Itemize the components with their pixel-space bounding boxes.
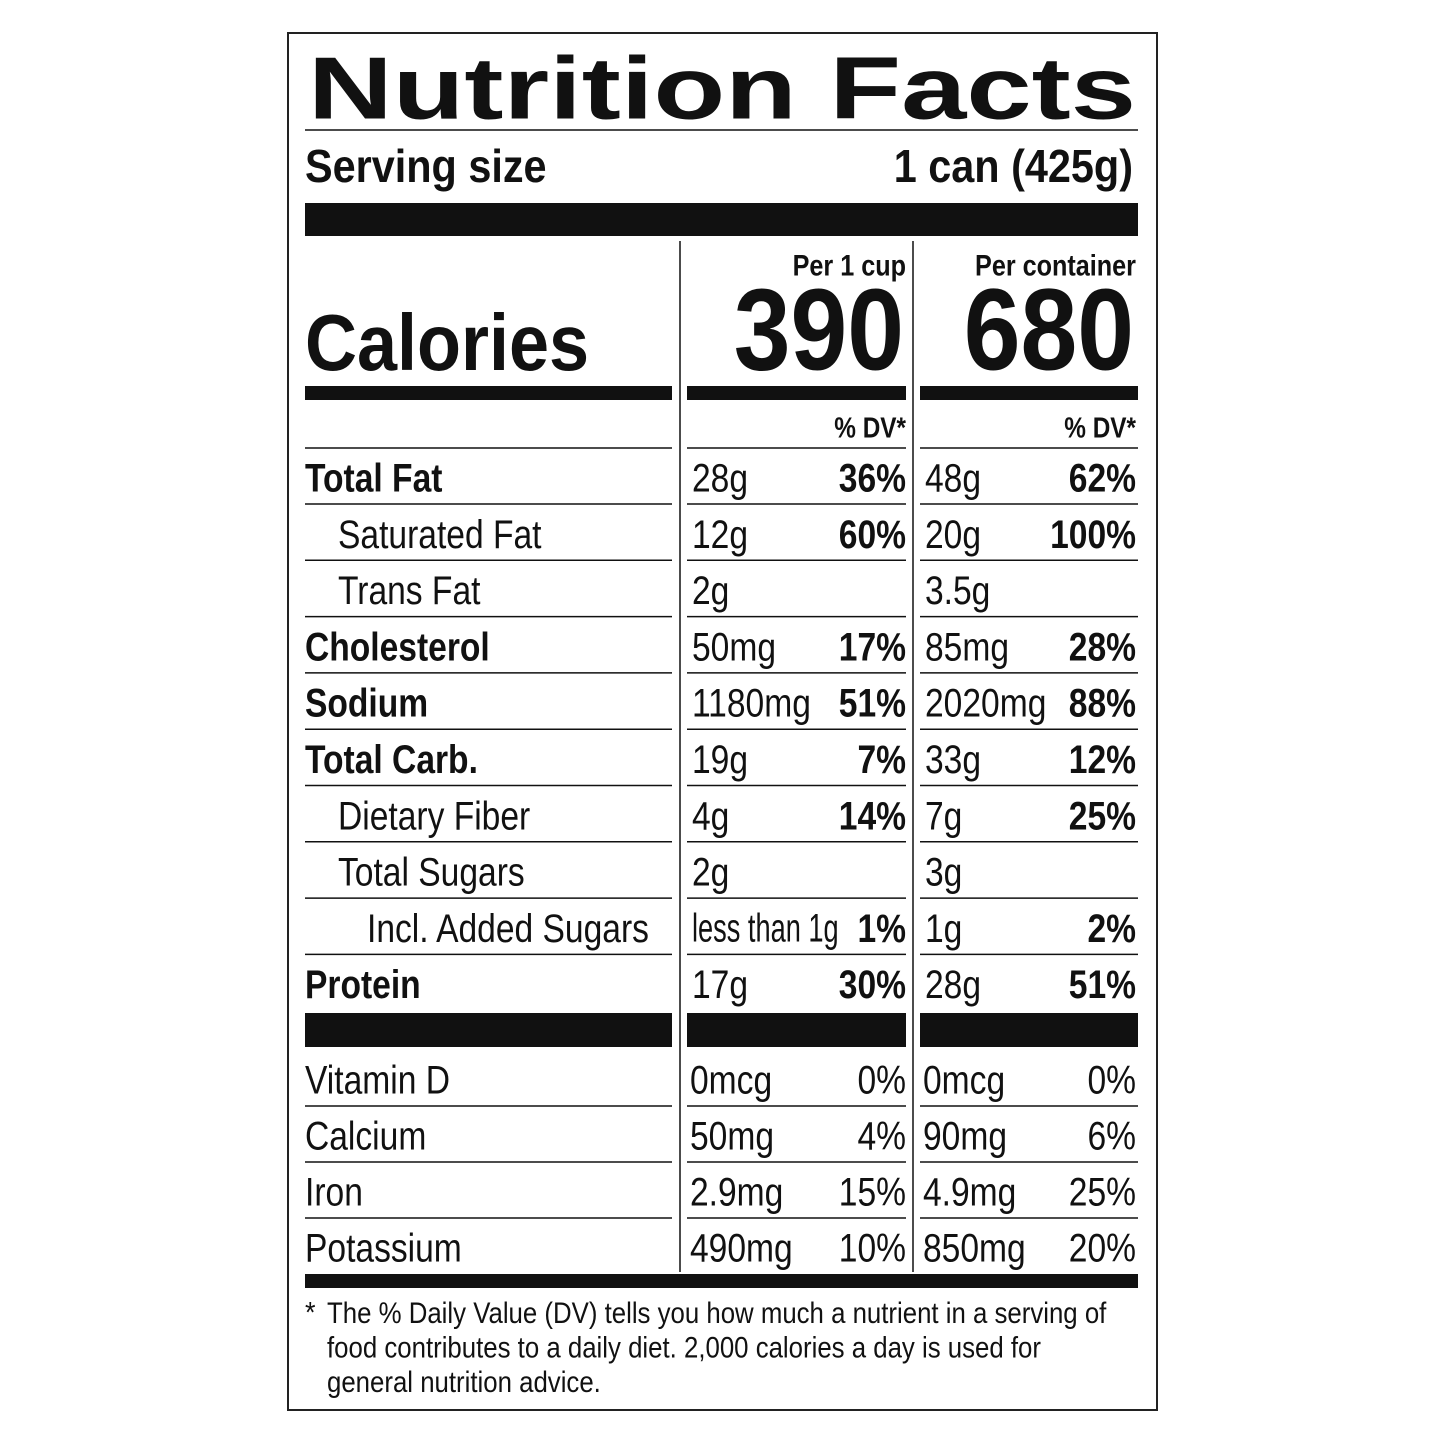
vitamin-amount: 0mcg: [923, 1058, 1005, 1102]
nutrient-dv: 14%: [839, 794, 906, 838]
vitamin-amount: 2.9mg: [690, 1170, 783, 1214]
vitamin-dv: 4%: [857, 1114, 906, 1158]
nutrient-amount: 2g: [692, 568, 729, 612]
nutrient-dv: 100%: [1050, 512, 1136, 556]
thick-bar: [305, 203, 1138, 236]
serving-size-label: Serving size: [305, 141, 547, 193]
vitamin-dv: 15%: [839, 1170, 906, 1214]
thick-bar: [920, 1013, 1138, 1047]
vitamin-dv: 20%: [1069, 1226, 1136, 1270]
vitamin-dv: 0%: [857, 1058, 906, 1102]
nutrient-dv: 25%: [1069, 794, 1136, 838]
calories-value: 680: [964, 265, 1134, 395]
nutrient-name: Saturated Fat: [338, 512, 541, 556]
nutrient-name: Total Sugars: [338, 850, 525, 894]
nutrient-amount: 1180mg: [692, 681, 811, 725]
nutrient-name: Total Carb.: [305, 737, 478, 781]
footnote-mark: *: [305, 1296, 316, 1330]
calories-value: 390: [734, 265, 904, 395]
vitamin-name: Potassium: [305, 1226, 462, 1270]
nutrient-amount: less than 1g: [692, 906, 839, 950]
nutrient-amount: 28g: [925, 963, 981, 1007]
vitamin-amount: 90mg: [923, 1114, 1007, 1158]
column-heading: Per container: [975, 248, 1136, 282]
thick-bar: [305, 386, 672, 400]
nutrient-dv: 7%: [857, 737, 906, 781]
nutrient-amount: 2g: [692, 850, 729, 894]
footnote-line: general nutrition advice.: [327, 1365, 601, 1398]
nutrient-amount: 33g: [925, 737, 981, 781]
nutrient-dv: 51%: [839, 681, 906, 725]
vitamin-amount: 4.9mg: [923, 1170, 1016, 1214]
vitamin-amount: 0mcg: [690, 1058, 772, 1102]
thick-bar: [305, 1274, 1138, 1288]
nutrient-amount: 85mg: [925, 625, 1009, 669]
nutrient-dv: 60%: [839, 512, 906, 556]
nutrient-dv: 51%: [1069, 963, 1136, 1007]
nutrient-dv: 1%: [857, 906, 906, 950]
vitamin-name: Vitamin D: [305, 1058, 450, 1102]
nutrient-amount: 2020mg: [925, 681, 1046, 725]
nutrient-amount: 4g: [692, 794, 729, 838]
title: Nutrition Facts: [308, 39, 1136, 138]
calories-label: Calories: [305, 298, 589, 387]
nutrient-name: Total Fat: [305, 456, 442, 500]
nutrient-dv: 17%: [839, 625, 906, 669]
nutrient-amount: 12g: [692, 512, 748, 556]
vitamin-dv: 6%: [1087, 1114, 1136, 1158]
serving-size-value: 1 can (425g): [894, 141, 1133, 193]
column-heading: Per 1 cup: [793, 248, 906, 282]
label-border: [287, 32, 1158, 1411]
thick-bar: [305, 1013, 672, 1047]
vitamin-amount: 50mg: [690, 1114, 774, 1158]
nutrient-dv: 62%: [1069, 456, 1136, 500]
footnote-line: food contributes to a daily diet. 2,000 …: [327, 1331, 1041, 1364]
nutrient-amount: 1g: [925, 906, 962, 950]
vitamin-name: Iron: [305, 1170, 363, 1214]
nutrient-dv: 28%: [1069, 625, 1136, 669]
nutrient-name: Trans Fat: [338, 568, 480, 612]
nutrient-name: Incl. Added Sugars: [367, 906, 649, 950]
nutrient-name: Dietary Fiber: [338, 794, 530, 838]
nutrient-amount: 17g: [692, 963, 748, 1007]
dv-heading: % DV*: [834, 412, 906, 444]
vitamin-dv: 25%: [1069, 1170, 1136, 1214]
nutrient-name: Sodium: [305, 681, 428, 725]
nutrient-dv: 30%: [839, 963, 906, 1007]
nutrient-dv: 12%: [1069, 737, 1136, 781]
thick-bar: [920, 386, 1138, 400]
vitamin-amount: 490mg: [690, 1226, 793, 1270]
nutrient-name: Protein: [305, 963, 421, 1007]
nutrient-amount: 3g: [925, 850, 962, 894]
thick-bar: [687, 386, 906, 400]
nutrient-amount: 19g: [692, 737, 748, 781]
nutrient-dv: 88%: [1069, 681, 1136, 725]
vitamin-amount: 850mg: [923, 1226, 1026, 1270]
nutrient-amount: 28g: [692, 456, 748, 500]
nutrient-name: Cholesterol: [305, 625, 490, 669]
vitamin-name: Calcium: [305, 1114, 426, 1158]
vitamin-dv: 0%: [1087, 1058, 1136, 1102]
vitamin-dv: 10%: [839, 1226, 906, 1270]
dv-heading: % DV*: [1064, 412, 1136, 444]
nutrient-amount: 50mg: [692, 625, 776, 669]
nutrient-dv: 36%: [839, 456, 906, 500]
nutrient-amount: 48g: [925, 456, 981, 500]
nutrient-amount: 7g: [925, 794, 962, 838]
footnote-line: The % Daily Value (DV) tells you how muc…: [327, 1296, 1107, 1329]
thick-bar: [687, 1013, 906, 1047]
nutrient-amount: 20g: [925, 512, 981, 556]
nutrient-amount: 3.5g: [925, 568, 990, 612]
nutrient-dv: 2%: [1087, 906, 1136, 950]
